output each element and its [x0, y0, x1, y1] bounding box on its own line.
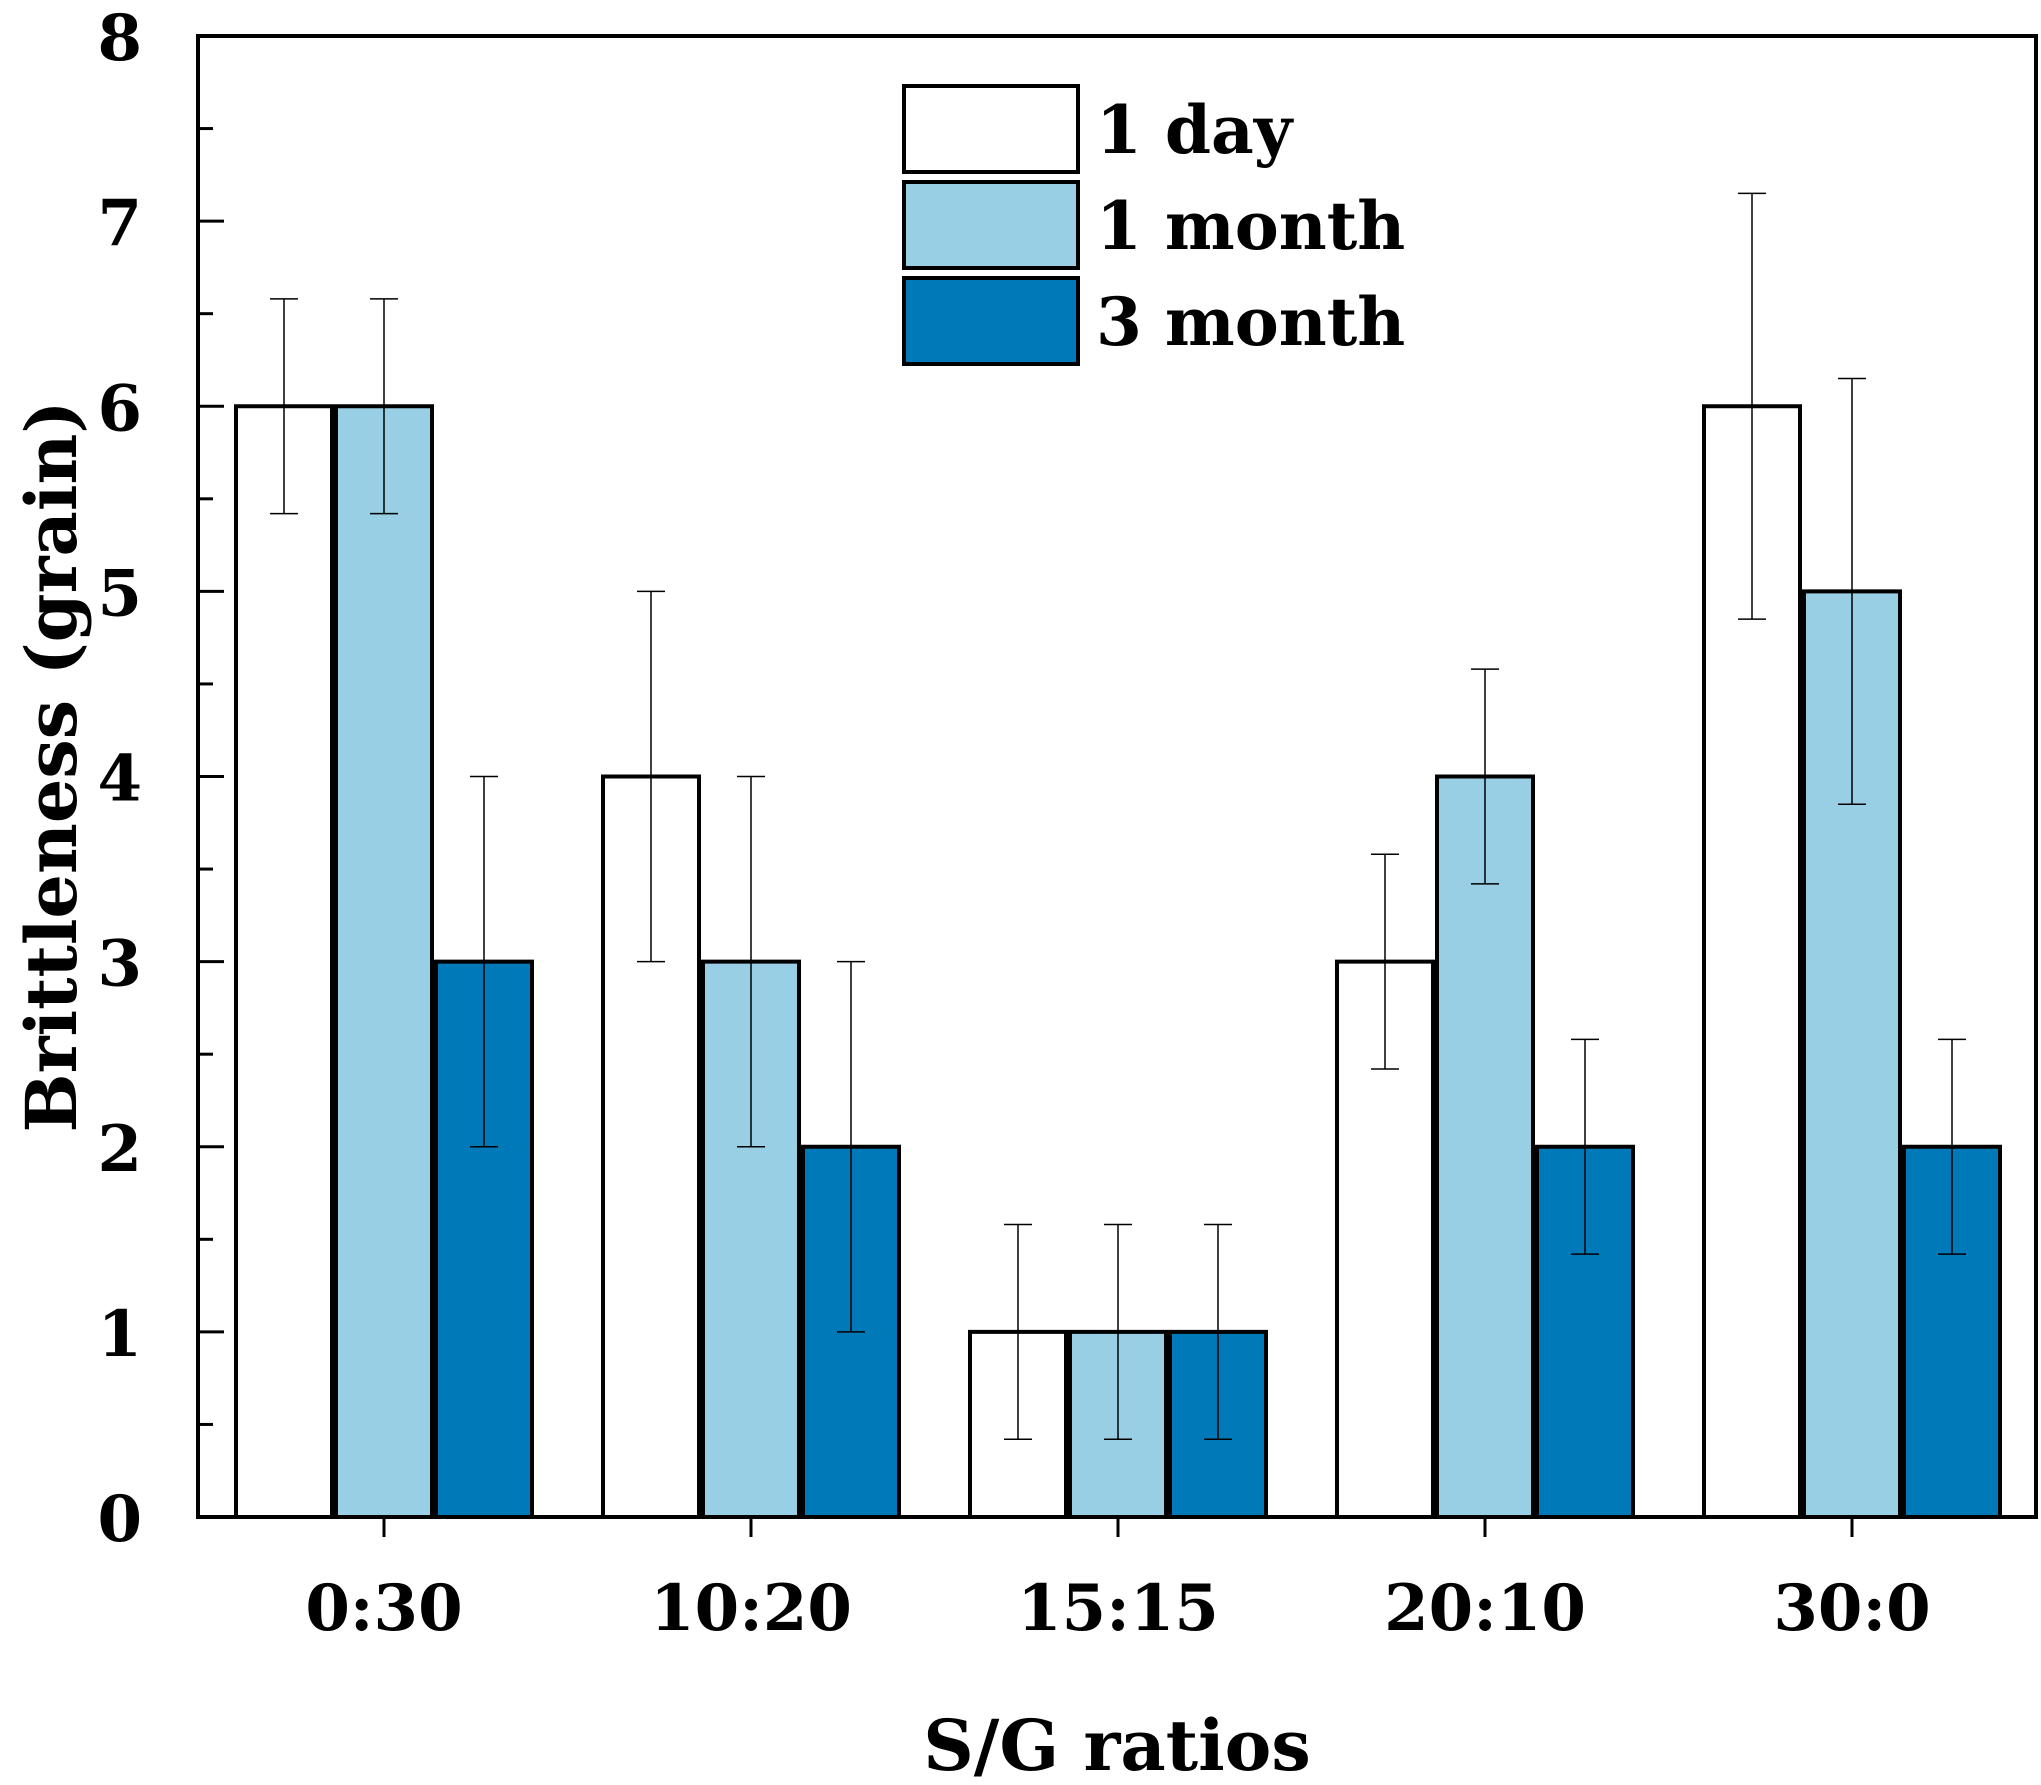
- y-tick-label: 6: [97, 371, 142, 446]
- legend-swatch-3-month: [902, 276, 1080, 366]
- x-tick-label: 20:10: [1384, 1571, 1586, 1646]
- error-bar: [1204, 1223, 1232, 1440]
- y-tick-label: 7: [97, 186, 142, 261]
- legend-swatch-1-day: [902, 84, 1080, 174]
- y-tick-label: 1: [97, 1297, 142, 1372]
- legend-label-1-day: 1 day: [1096, 91, 1294, 169]
- x-tick-label: 10:20: [650, 1571, 852, 1646]
- error-bar: [1938, 1038, 1966, 1255]
- error-bars-layer: [270, 192, 1966, 1440]
- error-bar: [370, 298, 398, 515]
- tick-labels-layer: 0 1 2 3 4 5 6 7 8 0:30 10:20 15:15 20:10 30:0: [97, 1, 1930, 1646]
- x-tick-label: 0:30: [305, 1571, 462, 1646]
- legend-swatch-1-month: [902, 180, 1080, 270]
- x-axis-title: S/G ratios: [923, 1704, 1311, 1785]
- legend-label-3-month: 3 month: [1096, 283, 1405, 361]
- bar-1-day-0-30: [234, 404, 334, 1519]
- y-tick-label: 0: [97, 1482, 142, 1557]
- error-bar: [1371, 853, 1399, 1070]
- error-bar: [1571, 1038, 1599, 1255]
- plot-frame: [196, 34, 2038, 1519]
- axis-ticks-layer: [198, 34, 1854, 1537]
- error-bar: [1104, 1223, 1132, 1440]
- error-bar: [737, 775, 765, 1148]
- error-bar: [1471, 668, 1499, 885]
- y-tick-label: 4: [97, 742, 142, 817]
- legend: 1 day 1 month 3 month: [902, 84, 1405, 366]
- y-tick-label: 5: [97, 556, 142, 631]
- error-bar: [637, 590, 665, 963]
- legend-label-1-month: 1 month: [1096, 187, 1405, 265]
- x-tick-label: 30:0: [1773, 1571, 1930, 1646]
- error-bar: [270, 298, 298, 515]
- y-tick-label: 8: [97, 1, 142, 76]
- bar-1-month-20-10: [1435, 774, 1535, 1519]
- error-bar: [1738, 192, 1766, 620]
- bar-1-month-0-30: [334, 404, 434, 1519]
- y-tick-label: 2: [97, 1112, 142, 1187]
- error-bar: [1838, 377, 1866, 806]
- error-bar: [837, 960, 865, 1333]
- x-tick-label: 15:15: [1017, 1571, 1219, 1646]
- y-tick-label: 3: [97, 927, 142, 1002]
- y-axis-title: Brittleness (grain): [10, 401, 93, 1133]
- error-bar: [1004, 1223, 1032, 1440]
- error-bar: [470, 775, 498, 1148]
